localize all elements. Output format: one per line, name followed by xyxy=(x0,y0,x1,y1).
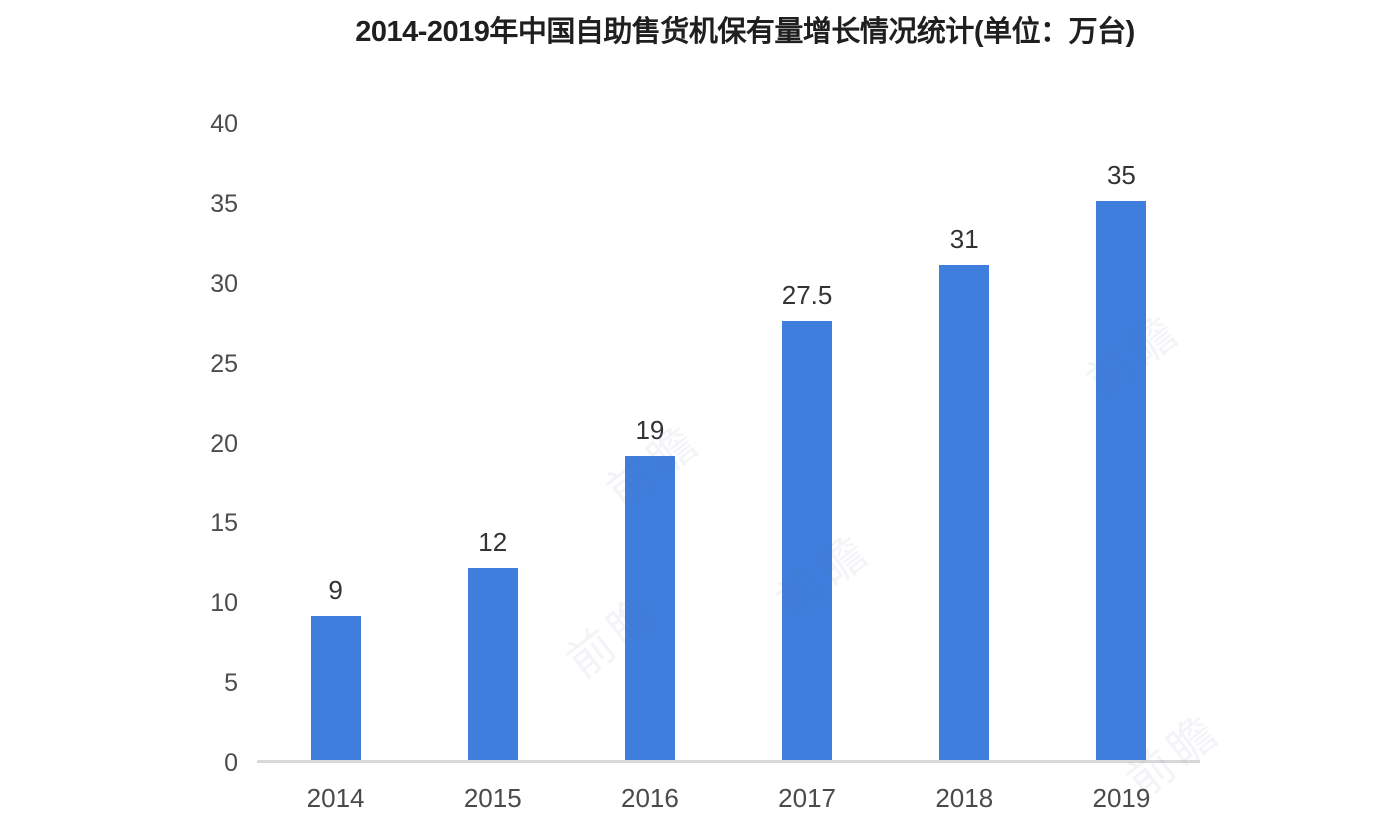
x-axis-tick-label-2019: 2019 xyxy=(1092,783,1151,813)
bar-2014 xyxy=(310,616,361,760)
x-axis-tick-label-2017: 2017 xyxy=(778,783,836,813)
plot-area: 9 12 19 27.5 31 35 xyxy=(257,124,1200,763)
y-axis-tick-label: 0 xyxy=(224,749,238,777)
y-axis-tick-label: 30 xyxy=(210,269,238,298)
bar-2016 xyxy=(624,456,675,760)
bar-2018 xyxy=(939,264,990,760)
y-axis-tick-label: 35 xyxy=(210,189,238,218)
bar-value-label-2017: 27.5 xyxy=(781,279,833,310)
x-axis-tick-label-2016: 2016 xyxy=(620,783,679,813)
y-axis-tick-label: 40 xyxy=(210,110,238,138)
bar-value-label-2019: 35 xyxy=(1106,159,1136,190)
y-axis-tick-label: 5 xyxy=(224,669,238,698)
bar-value-label-2015: 12 xyxy=(478,527,508,558)
bar-2019 xyxy=(1096,200,1147,760)
y-axis-tick-label: 20 xyxy=(210,429,238,458)
y-axis-tick-label: 25 xyxy=(210,349,238,378)
bar-2015 xyxy=(467,568,518,760)
x-axis-tick-label-2015: 2015 xyxy=(463,783,522,813)
bar-2017 xyxy=(782,320,833,760)
chart-title: 2014-2019年中国自助售货机保有量增长情况统计(单位：万台) xyxy=(355,16,1135,48)
bar-value-label-2016: 19 xyxy=(635,415,665,446)
y-axis-tick-label: 10 xyxy=(210,589,238,618)
bar-value-label-2018: 31 xyxy=(949,223,979,254)
bar-value-label-2014: 9 xyxy=(328,575,343,606)
x-axis-tick-label-2018: 2018 xyxy=(935,783,994,813)
x-axis-tick-label-2014: 2014 xyxy=(306,783,365,813)
y-axis-tick-label: 15 xyxy=(210,509,238,538)
